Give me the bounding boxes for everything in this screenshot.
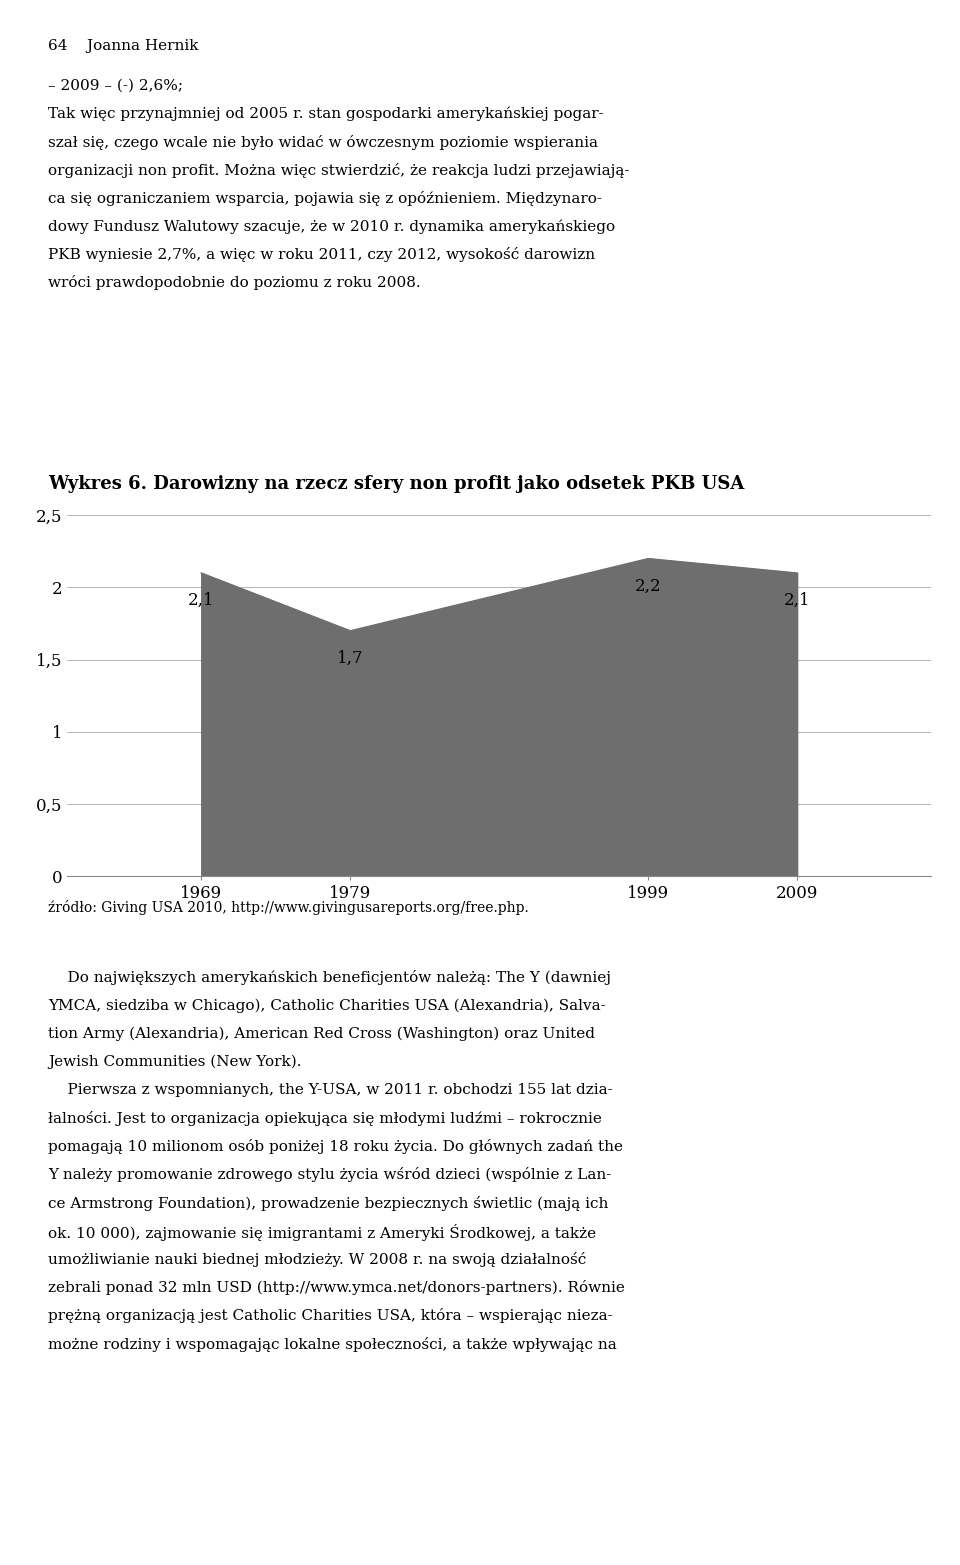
Text: źródło: Giving USA 2010, http://www.givingusareports.org/free.php.: źródło: Giving USA 2010, http://www.givi… bbox=[48, 900, 529, 916]
Text: 64    Joanna Hernik: 64 Joanna Hernik bbox=[48, 39, 199, 53]
Text: Wykres 6. Darowizny na rzecz sfery non profit jako odsetek PKB USA: Wykres 6. Darowizny na rzecz sfery non p… bbox=[48, 474, 744, 493]
Text: PKB wyniesie 2,7%, a więc w roku 2011, czy 2012, wysokość darowizn: PKB wyniesie 2,7%, a więc w roku 2011, c… bbox=[48, 247, 595, 263]
Text: możne rodziny i wspomagając lokalne społeczności, a także wpływając na: możne rodziny i wspomagając lokalne społ… bbox=[48, 1337, 616, 1352]
Text: umożliwianie nauki biednej młodzieży. W 2008 r. na swoją działalność: umożliwianie nauki biednej młodzieży. W … bbox=[48, 1252, 587, 1268]
Text: Y należy promowanie zdrowego stylu życia wśród dzieci (wspólnie z Lan-: Y należy promowanie zdrowego stylu życia… bbox=[48, 1167, 612, 1183]
Text: Pierwsza z wspomnianych, the Y-USA, w 2011 r. obchodzi 155 lat dzia-: Pierwsza z wspomnianych, the Y-USA, w 20… bbox=[48, 1083, 612, 1097]
Text: pomagają 10 milionom osób poniżej 18 roku życia. Do głównych zadań the: pomagają 10 milionom osób poniżej 18 rok… bbox=[48, 1139, 623, 1155]
Text: 2,2: 2,2 bbox=[635, 577, 661, 595]
Text: prężną organizacją jest Catholic Charities USA, która – wspierając nieza-: prężną organizacją jest Catholic Chariti… bbox=[48, 1308, 612, 1324]
Text: łalności. Jest to organizacja opiekująca się młodymi ludźmi – rokrocznie: łalności. Jest to organizacja opiekująca… bbox=[48, 1111, 602, 1127]
Text: dowy Fundusz Walutowy szacuje, że w 2010 r. dynamika amerykańskiego: dowy Fundusz Walutowy szacuje, że w 2010… bbox=[48, 219, 615, 233]
Text: 2,1: 2,1 bbox=[783, 592, 810, 609]
Text: Do największych amerykańskich beneficjentów należą: The Y (dawniej: Do największych amerykańskich beneficjen… bbox=[48, 970, 611, 986]
Text: – 2009 – (-) 2,6%;: – 2009 – (-) 2,6%; bbox=[48, 78, 183, 92]
Text: 2,1: 2,1 bbox=[188, 592, 215, 609]
Text: zebrali ponad 32 mln USD (http://www.ymca.net/donors-partners). Równie: zebrali ponad 32 mln USD (http://www.ymc… bbox=[48, 1280, 625, 1296]
Text: Jewish Communities (New York).: Jewish Communities (New York). bbox=[48, 1055, 301, 1069]
Text: ca się ograniczaniem wsparcia, pojawia się z opóźnieniem. Międzynaro-: ca się ograniczaniem wsparcia, pojawia s… bbox=[48, 191, 602, 207]
Text: tion Army (Alexandria), American Red Cross (Washington) oraz United: tion Army (Alexandria), American Red Cro… bbox=[48, 1027, 595, 1041]
Text: 1,7: 1,7 bbox=[337, 649, 364, 667]
Text: szał się, czego wcale nie było widać w ówczesnym poziomie wspierania: szał się, czego wcale nie było widać w ó… bbox=[48, 135, 598, 150]
Text: organizacji non profit. Można więc stwierdzić, że reakcja ludzi przejawiają-: organizacji non profit. Można więc stwie… bbox=[48, 163, 630, 178]
Text: wróci prawdopodobnie do poziomu z roku 2008.: wróci prawdopodobnie do poziomu z roku 2… bbox=[48, 275, 420, 291]
Text: ce Armstrong Foundation), prowadzenie bezpiecznych świetlic (mają ich: ce Armstrong Foundation), prowadzenie be… bbox=[48, 1196, 609, 1211]
Text: ok. 10 000), zajmowanie się imigrantami z Ameryki Środkowej, a także: ok. 10 000), zajmowanie się imigrantami … bbox=[48, 1224, 596, 1241]
Text: YMCA, siedziba w Chicago), Catholic Charities USA (Alexandria), Salva-: YMCA, siedziba w Chicago), Catholic Char… bbox=[48, 998, 606, 1013]
Text: Tak więc przynajmniej od 2005 r. stan gospodarki amerykańskiej pogar-: Tak więc przynajmniej od 2005 r. stan go… bbox=[48, 106, 604, 121]
